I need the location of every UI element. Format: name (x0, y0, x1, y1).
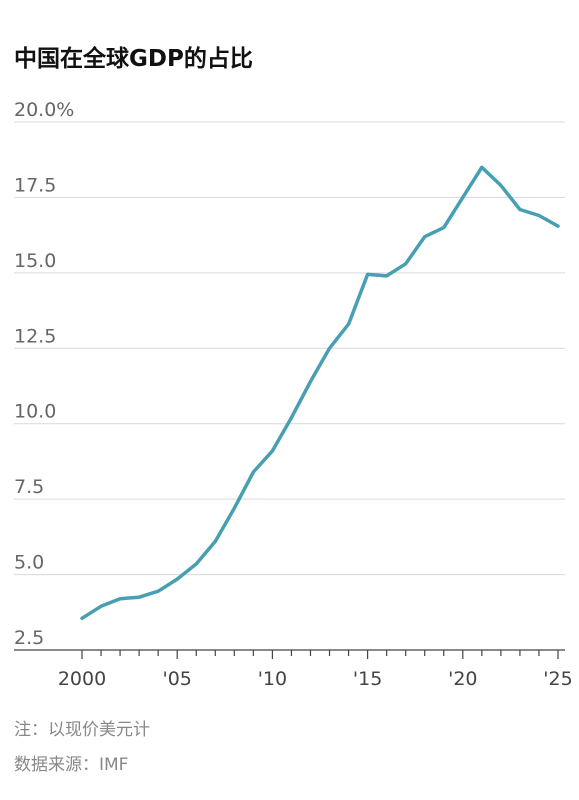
x-tick-label: '10 (258, 668, 287, 690)
x-axis: 2000 '05 '10 '15 '20 '25 (14, 649, 573, 690)
x-tick-label: '15 (353, 668, 382, 690)
series-line-0 (80, 165, 560, 621)
y-tick-label: 20.0% (14, 99, 74, 121)
footnote-source: 数据来源：IMF (14, 755, 128, 775)
series-layer (80, 165, 560, 621)
x-tick-label: '05 (162, 668, 191, 690)
x-tick-label: '20 (448, 668, 477, 690)
y-tick-label: 17.5 (14, 174, 56, 196)
y-axis-tick-labels: 2.5 5.0 7.5 10.0 12.5 15.0 17.5 20.0% (14, 99, 74, 649)
y-tick-label: 12.5 (14, 325, 56, 347)
y-tick-label: 10.0 (14, 401, 56, 423)
y-tick-label: 7.5 (14, 476, 44, 498)
y-tick-label: 15.0 (14, 250, 56, 272)
x-tick-label: '25 (543, 668, 572, 690)
x-tick-label: 2000 (58, 668, 106, 690)
y-tick-label: 2.5 (14, 627, 44, 649)
chart-title: 中国在全球GDP的占比 (14, 45, 253, 72)
footnote-unit: 注：以现价美元计 (14, 720, 150, 740)
y-tick-label: 5.0 (14, 552, 44, 574)
gridlines (14, 121, 565, 576)
